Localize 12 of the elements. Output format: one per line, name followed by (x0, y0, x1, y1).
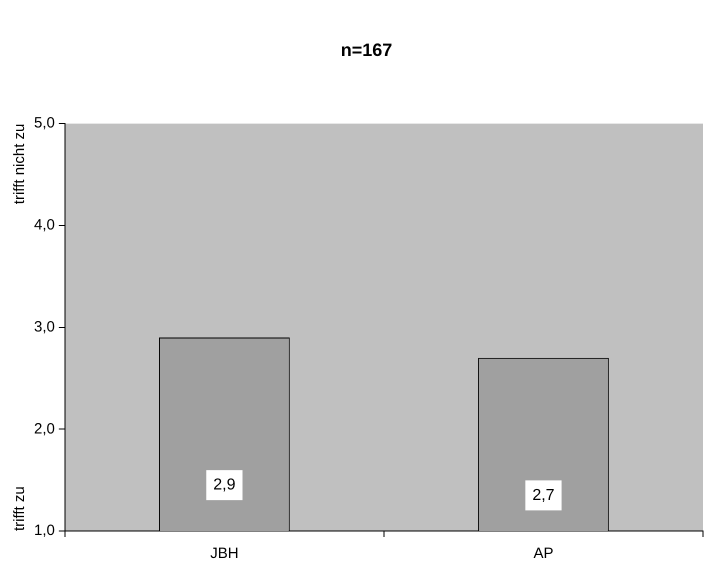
y-tick-label: 4,0 (34, 216, 55, 234)
y-tick-label: 3,0 (34, 318, 55, 336)
y-tick-label: 1,0 (34, 522, 55, 540)
text: trifft zu (11, 486, 28, 531)
y-tick-label: 5,0 (34, 114, 55, 132)
data-label: 2,9 (213, 476, 236, 494)
text: trifft nicht zu (11, 124, 28, 204)
data-label: 2,7 (532, 486, 555, 504)
x-tick-label: JBH (210, 545, 239, 562)
x-tick-label: AP (533, 545, 554, 562)
chart-title: n=167 (340, 40, 392, 60)
y-tick-label: 2,0 (34, 420, 55, 438)
